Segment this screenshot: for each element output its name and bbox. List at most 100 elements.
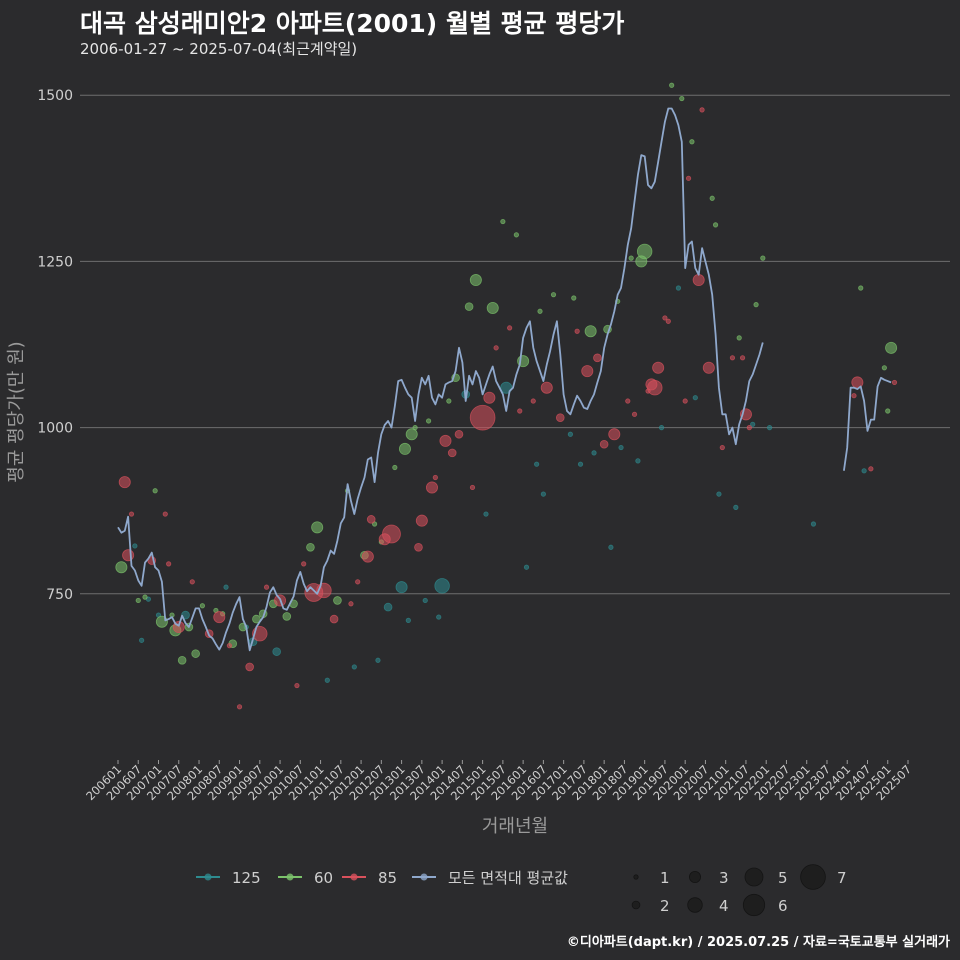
point-125 [422,597,428,604]
point-125 [766,425,773,431]
point-85 [891,379,898,386]
point-60 [115,561,128,574]
point-85 [263,584,270,590]
point-60 [571,295,577,301]
point-60 [584,325,597,338]
point-85 [415,514,428,527]
point-60 [199,603,206,609]
point-85 [245,662,254,672]
point-125 [618,444,624,451]
point-125 [395,581,408,594]
point-125 [608,544,614,550]
point-60 [135,597,141,604]
size-legend-label: 3 [719,869,729,887]
point-125 [223,584,229,590]
point-125 [591,450,597,456]
size-legend-marker [742,893,766,917]
legend-swatch-point [350,873,358,881]
x-axis-title: 거래년월 [482,816,548,837]
size-legend-marker [744,867,764,887]
point-125 [861,468,867,474]
point-60 [306,542,315,552]
point-85 [739,355,746,361]
legend-swatch-point [286,873,294,881]
size-legend-marker [800,864,826,890]
point-125 [733,504,739,510]
point-60 [736,335,742,341]
point-60 [392,464,398,471]
point-60 [405,428,418,441]
point-85 [366,515,376,524]
point-85 [665,318,671,324]
point-85 [608,428,621,441]
point-85 [555,413,565,422]
point-85 [425,481,438,494]
point-85 [483,391,496,404]
point-85 [439,434,452,447]
point-85 [236,704,243,710]
legend-swatch-point [420,873,428,881]
y-axis-title: 평균 평당가(만 원) [6,341,27,482]
point-125 [272,647,281,656]
point-125 [132,543,138,549]
point-60 [709,195,715,201]
point-85 [729,355,736,361]
point-60 [513,232,519,238]
point-125 [351,664,357,670]
legend-label: 모든 면적대 평균값 [448,869,568,887]
point-125 [436,614,442,620]
point-125 [810,521,817,527]
size-legend-label: 5 [778,869,788,887]
point-85 [469,484,476,491]
point-60 [282,612,292,621]
point-85 [213,611,226,624]
y-tick-label: 1000 [37,421,73,437]
point-85 [593,353,602,363]
point-85 [685,175,692,181]
point-85 [355,579,361,585]
point-125 [523,564,530,570]
point-60 [628,255,634,261]
point-60 [191,649,200,658]
point-60 [881,365,887,371]
point-60 [446,398,452,404]
point-85 [414,542,423,552]
point-85 [574,328,580,334]
y-tick-label: 1250 [37,254,73,270]
point-125 [405,617,411,624]
point-85 [162,511,168,517]
point-85 [631,411,638,417]
point-60 [425,418,432,424]
point-125 [139,637,145,643]
point-60 [636,243,653,260]
point-85 [507,325,513,331]
y-tick-label: 1500 [37,88,73,104]
point-85 [382,524,401,544]
point-85 [868,466,874,472]
point-85 [662,315,668,321]
point-125 [692,395,698,401]
point-60 [669,82,675,88]
chart-title: 대곡 삼성래미안2 아파트(2001) 월별 평균 평당가 [80,9,625,38]
point-85 [699,107,705,113]
point-125 [635,458,641,464]
point-125 [567,431,573,437]
point-85 [702,361,715,374]
point-60 [412,425,418,431]
point-125 [716,491,722,497]
point-125 [434,578,450,594]
point-85 [294,682,300,689]
point-125 [675,285,682,291]
point-60 [885,408,891,414]
point-60 [152,488,158,494]
size-legend-marker [687,897,703,913]
point-85 [166,561,172,567]
point-85 [530,398,536,404]
size-legend-label: 6 [778,897,788,915]
point-125 [750,421,756,427]
size-legend-label: 7 [837,869,847,887]
point-85 [581,365,594,378]
point-60 [679,95,685,102]
point-85 [348,601,354,607]
